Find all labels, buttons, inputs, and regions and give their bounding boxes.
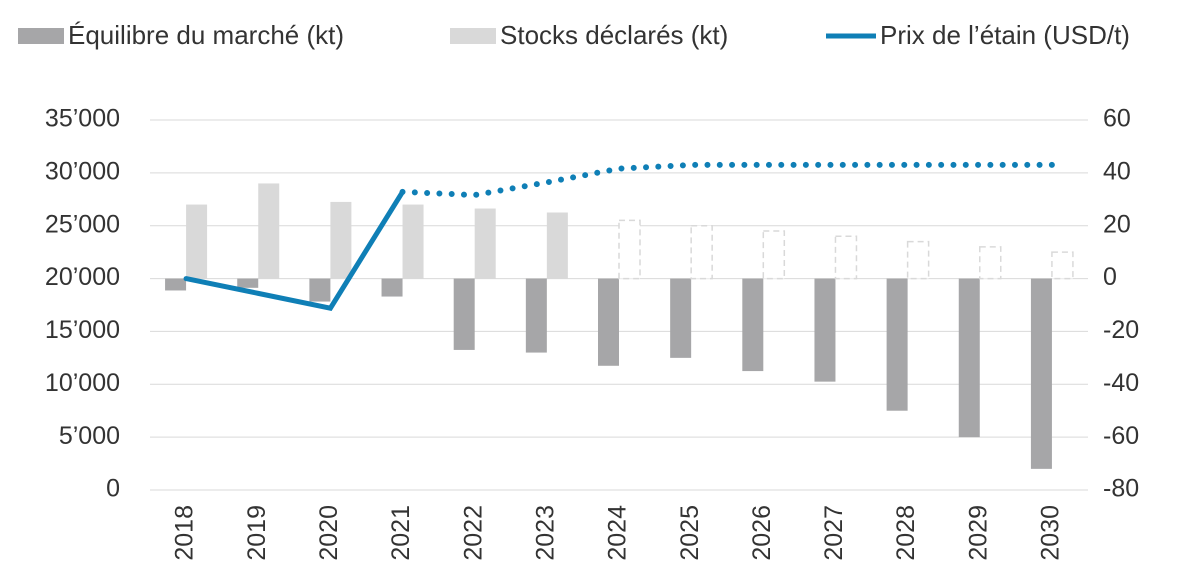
bar: [402, 204, 424, 279]
bar: [237, 278, 259, 288]
y-tick-label: 30’000: [45, 157, 120, 185]
y-tick-label: 0: [106, 475, 120, 503]
y2-tick-label: 40: [1103, 157, 1131, 185]
bar: [598, 278, 619, 366]
x-tick-label: 2030: [1037, 505, 1065, 561]
legend-label: Prix de l’étain (USD/t): [880, 20, 1130, 50]
x-tick-label: 2018: [171, 505, 199, 561]
bar: [258, 183, 280, 279]
y2-tick-label: -40: [1103, 369, 1139, 397]
y2-tick-label: -60: [1103, 422, 1139, 450]
bar: [330, 201, 352, 279]
line: [183, 189, 406, 311]
legend-label: Stocks déclarés (kt): [500, 20, 728, 50]
bar: [1030, 278, 1052, 469]
y-tick-label: 10’000: [45, 369, 120, 397]
bar: [670, 278, 692, 358]
y-tick-label: 25’000: [45, 210, 120, 238]
bar: [309, 278, 331, 302]
x-tick-label: 2029: [964, 505, 992, 561]
y2-tick-label: 20: [1103, 210, 1131, 238]
bar: [742, 278, 764, 372]
x-tick-label: 2022: [459, 505, 487, 561]
bar: [618, 219, 641, 280]
bar: [474, 208, 496, 279]
bar: [165, 278, 187, 291]
bar: [1051, 251, 1074, 280]
bar: [834, 235, 858, 280]
y-tick-label: 35’000: [45, 105, 120, 133]
x-tick-label: 2020: [315, 505, 343, 561]
bar: [762, 230, 786, 280]
legend-swatch: [450, 28, 496, 44]
x-tick-label: 2023: [531, 505, 559, 561]
bar: [979, 246, 1002, 280]
bar: [886, 278, 908, 411]
x-tick-label: 2021: [387, 505, 415, 561]
bar: [186, 204, 208, 279]
y-tick-label: 20’000: [45, 263, 120, 291]
y-tick-label: 5’000: [59, 422, 120, 450]
y2-tick-label: 0: [1103, 263, 1117, 291]
x-tick-label: 2019: [243, 505, 271, 561]
x-tick-label: 2027: [820, 505, 848, 561]
x-tick-label: 2028: [892, 505, 920, 561]
x-tick-label: 2026: [748, 505, 776, 561]
x-tick-label: 2024: [604, 505, 632, 561]
y2-tick-label: -20: [1103, 316, 1139, 344]
x-tick-label: 2025: [676, 505, 704, 561]
legend-label: Équilibre du marché (kt): [68, 20, 344, 50]
bar: [453, 278, 475, 350]
y2-tick-label: 60: [1103, 105, 1131, 133]
bar: [525, 278, 547, 353]
y-tick-label: 15’000: [45, 316, 120, 344]
y2-tick-label: -80: [1103, 475, 1139, 503]
line-forecast: [399, 161, 1055, 199]
bar: [958, 278, 980, 438]
bar: [546, 212, 568, 279]
bar: [690, 224, 713, 280]
legend-swatch: [18, 28, 64, 44]
bar: [381, 278, 403, 297]
bar: [906, 240, 930, 280]
bar: [814, 278, 836, 382]
